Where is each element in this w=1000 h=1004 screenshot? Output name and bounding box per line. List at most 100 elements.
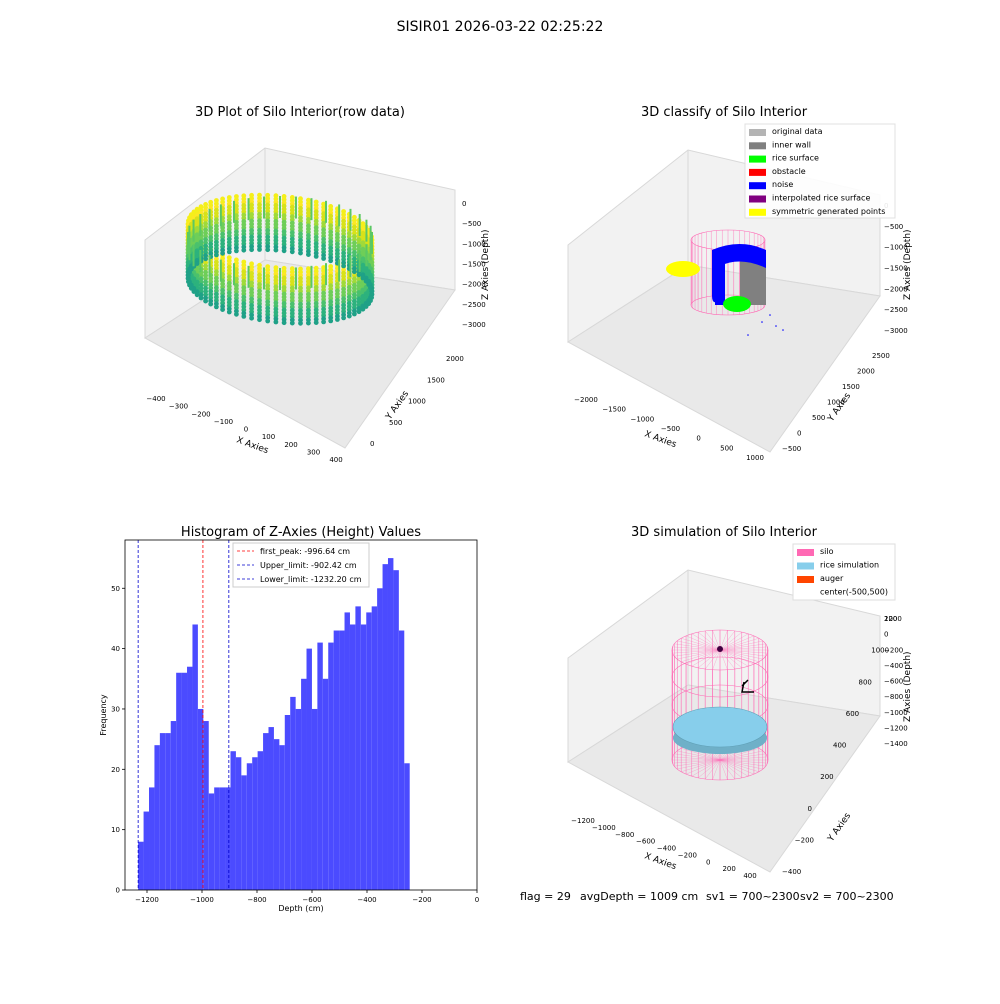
histogram-bar — [328, 642, 334, 890]
histogram-bar — [317, 642, 323, 890]
raw-point — [226, 309, 232, 315]
histogram-bar — [187, 666, 193, 890]
panel-simulation-3d: 3D simulation of Silo Interior −1200 −100… — [567, 525, 913, 880]
raw-point — [369, 288, 374, 294]
silo-roof-line — [719, 633, 749, 651]
simulation-xlabel: X Axies — [643, 851, 678, 872]
raw-ylabel: Y Axies — [384, 389, 412, 422]
silo-roof-line — [677, 649, 721, 660]
noise-point — [761, 321, 763, 323]
histogram-title: Histogram of Z-Axies (Height) Values — [181, 525, 421, 540]
raw-point — [194, 292, 200, 298]
raw-point — [352, 269, 357, 275]
x-tick-label: 200 — [284, 441, 297, 449]
y-tick-label: 1200 — [884, 615, 902, 623]
z-tick-label: −600 — [884, 678, 903, 686]
z-tick-label: −3000 — [462, 321, 486, 329]
histogram-bar — [219, 787, 226, 890]
x-tick-label: 100 — [262, 433, 275, 441]
x-tick-label: −1200 — [571, 817, 595, 825]
histogram-bar — [306, 648, 312, 890]
legend-swatch — [749, 142, 766, 150]
y-tick-label: −500 — [782, 445, 801, 453]
raw-point — [281, 320, 287, 326]
silo-roof-line — [681, 649, 721, 662]
status-avg-depth: avgDepth = 1009 cm — [580, 890, 698, 903]
z-tick-label: −1000 — [884, 709, 908, 717]
histogram-frame — [124, 539, 478, 891]
raw-point — [194, 261, 200, 266]
histogram-y-tick-label: 20 — [111, 766, 120, 774]
legend-label: silo — [820, 547, 834, 556]
raw-point — [328, 318, 334, 324]
histogram-bar — [398, 630, 405, 890]
panel-classify-3d: 3D classify of Silo Interior −2000−1500−… — [567, 105, 913, 462]
histogram-bar — [170, 721, 177, 890]
silo-roof-line — [719, 649, 763, 660]
legend-swatch — [749, 208, 766, 216]
histogram-reference-lines — [137, 540, 230, 890]
histogram-bar — [159, 733, 166, 890]
x-tick-label: −400 — [657, 845, 676, 853]
x-tick-label: 300 — [307, 448, 320, 456]
x-tick-label: 500 — [720, 444, 733, 452]
raw-point — [363, 304, 369, 309]
legend-label: center(-500,500) — [820, 588, 888, 597]
z-tick-label: −2500 — [462, 301, 486, 309]
raw-point — [191, 289, 197, 294]
legend-label: rice surface — [772, 154, 819, 163]
silo-floor-line — [674, 759, 721, 767]
raw-point — [241, 247, 247, 253]
raw-point — [208, 301, 214, 307]
z-tick-label: 200 — [884, 615, 897, 623]
y-tick-label: 500 — [812, 414, 825, 422]
raw-tick-labels: −400−300−200−100010020030040005001000150… — [146, 200, 485, 464]
histogram-y-ticks: 0 10 20 30 40 50 — [111, 585, 125, 895]
legend-swatch — [749, 129, 766, 136]
simulation-zlabel: Z Axies (Depth) — [903, 651, 913, 722]
z-tick-label: −1500 — [884, 265, 908, 273]
z-tick-label: −1200 — [884, 724, 908, 732]
raw-point — [289, 320, 295, 326]
silo-floor-line — [719, 759, 768, 764]
legend-swatch — [749, 195, 766, 203]
silo-floor-line — [698, 759, 721, 778]
raw-point — [220, 250, 226, 256]
histogram-y-tick-label: 40 — [111, 645, 120, 653]
histogram-bar — [377, 588, 383, 890]
symmetric-points — [666, 261, 700, 277]
silo-roof-line — [719, 649, 759, 662]
silo-roof-line — [719, 649, 742, 668]
legend-label: obstacle — [772, 167, 806, 176]
histogram-bar — [176, 672, 182, 890]
x-tick-label: −800 — [615, 831, 634, 839]
x-tick-label: −1500 — [602, 406, 626, 414]
panel-classify-title: 3D classify of Silo Interior — [641, 105, 808, 120]
classify-zlabel: Z Axies (Depth) — [903, 229, 913, 300]
silo-floor-line — [677, 759, 721, 770]
legend-swatch — [749, 168, 766, 176]
x-tick-label: −200 — [191, 410, 210, 418]
x-tick-label: −200 — [678, 851, 697, 859]
histogram-bar — [235, 757, 242, 890]
raw-point — [220, 307, 226, 312]
noise-point — [769, 314, 771, 316]
y-tick-label: −400 — [782, 868, 801, 876]
status-sv2: sv2 = 700~2300 — [800, 890, 894, 903]
z-tick-label: −1000 — [462, 240, 486, 248]
z-tick-label: −2500 — [884, 306, 908, 314]
histogram-y-tick-label: 0 — [116, 887, 120, 895]
raw-point — [289, 249, 295, 255]
silo-floor-line — [681, 748, 721, 761]
simulation-title: 3D simulation of Silo Interior — [631, 525, 818, 540]
histogram-bar — [214, 787, 220, 890]
silo-floor-line — [672, 756, 721, 761]
rice-surface — [672, 706, 768, 748]
y-tick-label: 0 — [797, 430, 801, 438]
silo-floor-line — [705, 759, 721, 780]
raw-point — [321, 319, 326, 325]
y-tick-label: 400 — [833, 742, 846, 750]
simulation-ylabel: Y Axies — [826, 811, 854, 844]
y-tick-label: 0 — [370, 440, 374, 448]
histogram-bar — [382, 564, 388, 890]
